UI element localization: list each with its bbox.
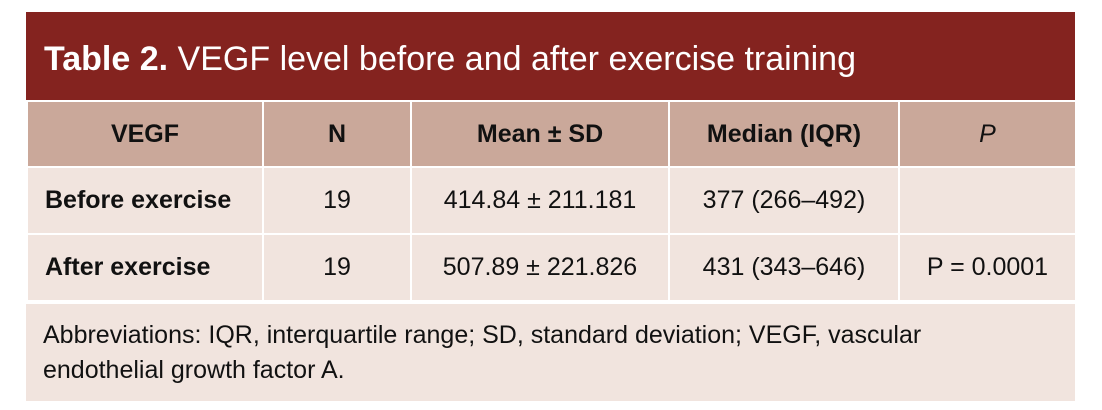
data-table: VEGF N Mean ± SD Median (IQR) P Before exerc… bbox=[26, 100, 1077, 302]
header-cell: VEGF bbox=[26, 100, 264, 168]
table-row: After exercise 19 507.89 ± 221.826 431 (343… bbox=[26, 233, 1077, 302]
footnote: Abbreviations: IQR, interquartile range;… bbox=[26, 302, 1075, 401]
header-cell: P bbox=[898, 100, 1077, 168]
table-panel: Table 2. VEGF level before and after exe… bbox=[26, 12, 1077, 401]
table-cell: 377 (266–492) bbox=[668, 166, 900, 235]
header-cell: N bbox=[262, 100, 412, 168]
table-title: VEGF level before and after exercise tra… bbox=[177, 40, 857, 78]
table-cell: 19 bbox=[262, 233, 412, 302]
header-row: VEGF N Mean ± SD Median (IQR) P bbox=[26, 100, 1077, 168]
table-cell: 431 (343–646) bbox=[668, 233, 900, 302]
table-cell: After exercise bbox=[26, 233, 264, 302]
table-cell: P = 0.0001 bbox=[898, 233, 1077, 302]
table-cell: 507.89 ± 221.826 bbox=[410, 233, 670, 302]
header-cell: Median (IQR) bbox=[668, 100, 900, 168]
header-cell: Mean ± SD bbox=[410, 100, 670, 168]
table-cell: 414.84 ± 211.181 bbox=[410, 166, 670, 235]
table-cell: Before exercise bbox=[26, 166, 264, 235]
table-row: Before exercise 19 414.84 ± 211.181 377 (26… bbox=[26, 166, 1077, 235]
empty-cell bbox=[898, 166, 1077, 235]
table-label: Table 2. bbox=[44, 40, 169, 78]
table-body: Before exercise 19 414.84 ± 211.181 377 (26… bbox=[26, 166, 1077, 302]
table-title-bar: Table 2. VEGF level before and after exe… bbox=[26, 12, 1075, 100]
table-cell: 19 bbox=[262, 166, 412, 235]
